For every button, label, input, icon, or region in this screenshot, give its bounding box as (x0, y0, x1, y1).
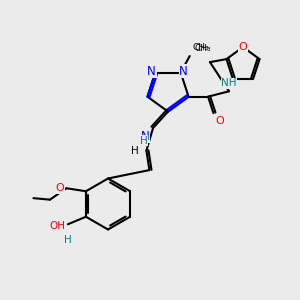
Text: O: O (215, 116, 224, 126)
Text: H: H (140, 136, 148, 146)
Text: N: N (141, 130, 149, 142)
Text: H: H (64, 235, 72, 245)
Text: NH: NH (221, 78, 237, 88)
Text: O: O (55, 183, 64, 193)
Text: OH: OH (50, 221, 65, 231)
Text: O: O (238, 42, 247, 52)
Text: CH₃: CH₃ (193, 44, 209, 52)
Text: N: N (147, 64, 156, 77)
Text: H: H (131, 146, 139, 156)
Text: CH₃: CH₃ (194, 44, 211, 53)
Text: N: N (179, 64, 188, 77)
